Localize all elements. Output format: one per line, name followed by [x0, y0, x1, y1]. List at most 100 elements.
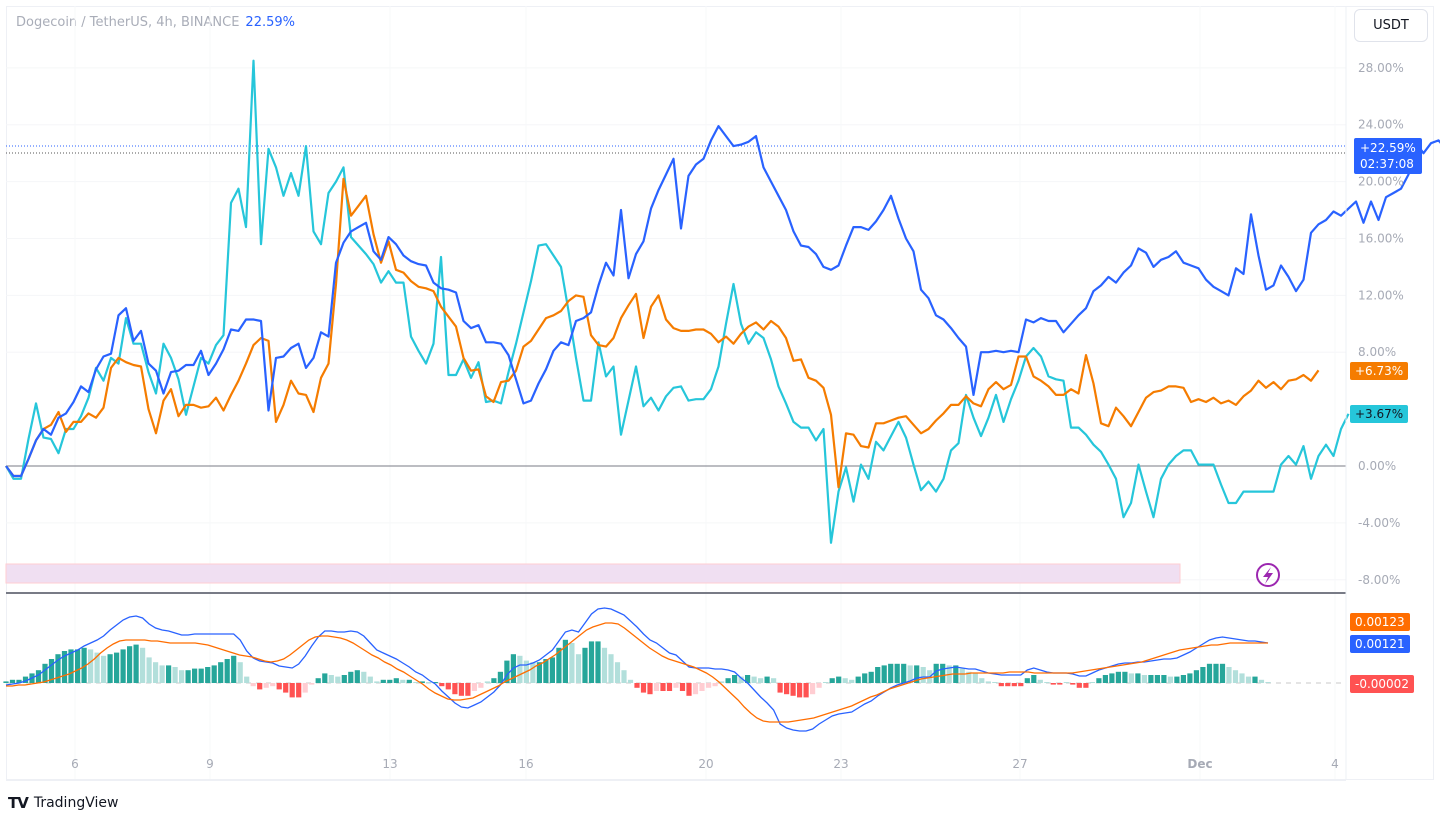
histogram-bar — [992, 682, 998, 683]
price-tick: 24.00% — [1358, 118, 1404, 132]
histogram-bar — [758, 678, 764, 683]
histogram-bar — [354, 670, 360, 683]
histogram-bar — [478, 683, 484, 688]
histogram-bar — [751, 676, 757, 683]
histogram-bar — [614, 662, 621, 683]
histogram-bar — [959, 668, 965, 683]
histogram-bar — [276, 683, 282, 690]
series-line — [5, 125, 1440, 478]
symbol-title: Dogecoin / TetherUS, 4h, BINANCE — [16, 15, 240, 30]
histogram-bar — [1070, 683, 1076, 685]
signal-line — [6, 622, 1268, 723]
histogram-bar — [374, 681, 380, 683]
histogram-bar — [797, 683, 803, 698]
histogram-bar — [289, 683, 295, 698]
histogram-bar — [1128, 673, 1134, 683]
histogram-bar — [972, 673, 978, 683]
histogram-bar — [322, 673, 328, 683]
histogram-bar — [205, 667, 211, 683]
histogram-bar — [1076, 683, 1082, 688]
histogram-bar — [504, 660, 510, 683]
tradingview-logo[interactable]: TV TradingView — [8, 794, 118, 812]
histogram-bar — [1096, 678, 1102, 683]
histogram-bar — [777, 683, 783, 693]
histogram-bar — [432, 682, 438, 683]
histogram-bar — [35, 670, 42, 683]
histogram-bar — [985, 681, 991, 683]
macd-pane — [3, 607, 1346, 732]
histogram-bar — [309, 683, 315, 685]
histogram-bar — [738, 676, 744, 683]
histogram-bar — [1265, 682, 1271, 683]
series-lines — [5, 59, 1440, 544]
histogram-bar — [660, 683, 666, 691]
histogram-bar — [244, 676, 250, 683]
price-tick: -4.00% — [1358, 516, 1400, 530]
histogram-bar — [471, 683, 477, 691]
histogram-bar — [1258, 679, 1265, 683]
time-axis[interactable]: 6 9 13 16 20 23 27 Dec 4 — [71, 757, 1339, 771]
histogram-bar — [419, 681, 425, 683]
currency-button[interactable]: USDT — [1354, 9, 1428, 42]
histogram-bar — [1219, 663, 1226, 683]
histogram-bar — [745, 675, 751, 683]
time-tick: Dec — [1187, 757, 1212, 771]
histogram-bar — [810, 683, 816, 695]
histogram-bar — [575, 654, 582, 683]
histogram-bar — [582, 647, 588, 683]
histogram-bar — [387, 679, 393, 683]
time-tick: 27 — [1012, 757, 1027, 771]
series-line — [5, 177, 1320, 489]
histogram-bar — [42, 663, 48, 683]
histogram-bar — [491, 678, 497, 683]
histogram-bar — [452, 683, 458, 695]
histogram-bar — [673, 683, 679, 688]
time-tick: 13 — [382, 757, 397, 771]
histogram-bar — [1193, 670, 1199, 683]
histogram-bar — [224, 659, 230, 683]
histogram-bar — [380, 679, 386, 683]
session-highlight-bar — [5, 563, 1181, 584]
histogram-bar — [1122, 671, 1128, 683]
histogram-bar — [465, 683, 471, 696]
histogram-bar — [836, 676, 842, 683]
histogram-bar — [231, 655, 237, 683]
histogram-bar — [458, 683, 464, 696]
time-tick: 9 — [206, 757, 214, 771]
chart-title: Dogecoin / TetherUS, 4h, BINANCE 22.59% — [16, 15, 295, 30]
histogram-bar — [497, 671, 503, 683]
brand-name: TradingView — [33, 795, 119, 811]
histogram-bar — [1187, 673, 1193, 683]
histogram-bar — [894, 663, 900, 683]
histogram-bar — [218, 662, 224, 683]
lightning-icon[interactable] — [1256, 563, 1280, 587]
histogram-bar — [595, 641, 601, 683]
histogram-bar — [88, 649, 94, 683]
histogram-bar — [888, 663, 894, 683]
histogram-bar — [666, 683, 673, 691]
histogram-bar — [120, 649, 126, 683]
histogram-bar — [94, 652, 100, 683]
histogram-bar — [1044, 682, 1050, 683]
histogram-bar — [179, 670, 185, 683]
time-tick: 23 — [833, 757, 848, 771]
histogram-bar — [413, 682, 419, 683]
histogram-bar — [153, 662, 159, 683]
histogram-bar — [536, 662, 542, 683]
price-tick: 12.00% — [1358, 288, 1404, 302]
histogram-bar — [22, 676, 29, 683]
histogram-bar — [1005, 683, 1011, 687]
price-axis[interactable]: 28.00% 24.00% 20.00% 16.00% 12.00% 8.00% 0.00%… — [1358, 61, 1404, 587]
doge-last-value-badge: +22.59% 02:37:08 — [1354, 138, 1422, 174]
macd-histogram — [3, 639, 1271, 698]
histogram-bar — [1226, 667, 1232, 683]
price-tick: 0.00% — [1358, 459, 1396, 473]
histogram-bar — [185, 670, 191, 683]
histogram-bar — [556, 647, 562, 683]
histogram-bar — [1115, 671, 1121, 683]
histogram-bar — [881, 665, 887, 683]
histogram-bar — [764, 676, 770, 683]
histogram-bar — [166, 665, 172, 683]
price-tick: 8.00% — [1358, 345, 1396, 359]
